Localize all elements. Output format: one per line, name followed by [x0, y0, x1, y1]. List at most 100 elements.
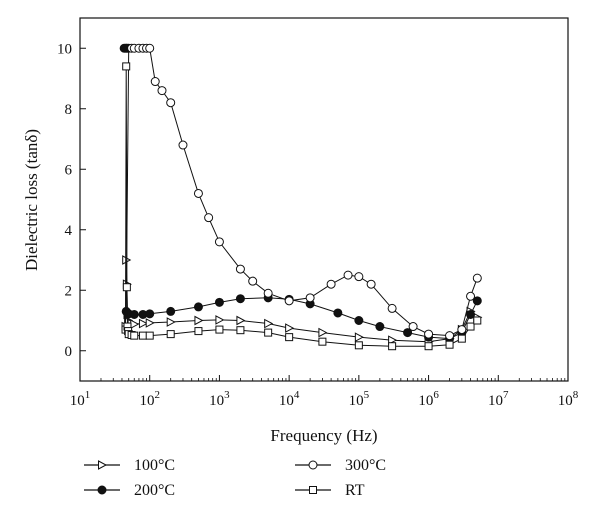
data-point	[445, 340, 454, 349]
x-tick-label: 107	[488, 389, 509, 409]
x-tick-label: 108	[558, 389, 579, 409]
legend-marker	[308, 460, 318, 470]
x-tick-exponent: 3	[224, 389, 230, 401]
data-point	[264, 328, 273, 337]
y-axis: 0 2 4 6 8 10	[57, 41, 86, 360]
x-tick-base: 10	[279, 393, 294, 409]
y-tick-label: 6	[65, 162, 73, 178]
series-2	[127, 43, 482, 341]
data-point	[408, 322, 418, 332]
data-point	[354, 272, 364, 282]
data-point	[285, 333, 294, 342]
data-point	[145, 331, 154, 340]
data-point	[214, 297, 224, 307]
series-line	[131, 47, 478, 337]
x-axis: 101 102 103 104 105 106 107 108	[70, 375, 579, 409]
data-point	[403, 328, 413, 338]
data-point	[215, 315, 225, 325]
data-point	[424, 329, 434, 339]
data-point	[318, 337, 327, 346]
data-point	[318, 327, 328, 338]
data-point	[138, 318, 149, 329]
y-tick-label: 4	[65, 223, 73, 239]
data-point	[466, 309, 476, 319]
x-tick-label: 104	[279, 389, 300, 409]
data-point	[150, 77, 160, 87]
x-tick-base: 10	[349, 393, 364, 409]
data-point	[424, 342, 433, 351]
y-axis-label: Dielectric loss (tanδ)	[22, 129, 41, 271]
legend-marker	[98, 460, 108, 470]
x-tick-base: 10	[418, 393, 433, 409]
data-point	[145, 309, 155, 319]
data-point	[354, 341, 363, 350]
series-3	[121, 62, 482, 351]
y-tick-label: 2	[65, 283, 73, 299]
data-point	[263, 288, 273, 298]
x-tick-label: 106	[418, 389, 439, 409]
data-point	[166, 330, 175, 339]
data-point	[466, 291, 476, 301]
data-point	[130, 319, 140, 329]
data-point	[235, 294, 245, 304]
data-point	[472, 296, 482, 306]
x-tick-label: 103	[209, 389, 230, 409]
x-tick-exponent: 4	[294, 389, 300, 401]
series-layer	[119, 43, 483, 351]
data-point	[138, 331, 147, 340]
data-point	[145, 43, 155, 53]
data-point	[166, 98, 176, 108]
x-tick-base: 10	[70, 393, 85, 409]
data-point	[130, 331, 139, 340]
data-point	[445, 331, 455, 341]
data-point	[284, 296, 294, 306]
y-tick-label: 8	[65, 102, 73, 118]
data-point	[354, 316, 364, 325]
legend-marker	[97, 485, 107, 495]
data-point	[215, 325, 224, 334]
data-point	[193, 302, 203, 312]
data-point	[129, 309, 139, 319]
plot-frame	[79, 17, 569, 382]
data-point	[236, 315, 246, 326]
legend-label: 100°C	[134, 457, 175, 474]
data-point	[193, 188, 203, 198]
series-1	[119, 43, 482, 344]
x-tick-base: 10	[209, 393, 224, 409]
data-point	[285, 323, 295, 333]
x-tick-exponent: 8	[573, 389, 579, 401]
legend-label: RT	[345, 482, 365, 499]
data-point	[122, 283, 131, 292]
data-point	[166, 317, 176, 327]
data-point	[166, 306, 176, 316]
data-point	[248, 276, 258, 286]
legend-label: 300°C	[345, 457, 386, 474]
x-tick-exponent: 2	[154, 389, 160, 401]
x-axis-label: Frequency (Hz)	[270, 426, 377, 445]
data-point	[326, 279, 336, 289]
x-tick-exponent: 5	[364, 389, 370, 401]
data-point	[236, 326, 245, 335]
y-tick-label: 10	[57, 41, 72, 57]
data-point	[388, 335, 398, 345]
x-tick-base: 10	[488, 393, 503, 409]
data-point	[366, 279, 376, 289]
data-point	[375, 322, 385, 332]
data-point	[214, 237, 224, 247]
data-point	[178, 140, 188, 150]
data-point	[333, 308, 343, 318]
x-tick-label: 102	[139, 389, 160, 409]
legend-label: 200°C	[134, 482, 175, 499]
x-tick-exponent: 1	[85, 389, 91, 401]
data-point	[194, 327, 203, 336]
data-point	[466, 322, 475, 331]
x-tick-base: 10	[558, 393, 573, 409]
x-tick-base: 10	[139, 393, 154, 409]
data-point	[157, 86, 167, 96]
series-line	[124, 47, 478, 340]
data-point	[194, 315, 204, 326]
data-point	[204, 213, 214, 223]
legend: 100°C 200°C 300°C RT	[84, 457, 386, 499]
x-tick-exponent: 7	[503, 389, 509, 401]
